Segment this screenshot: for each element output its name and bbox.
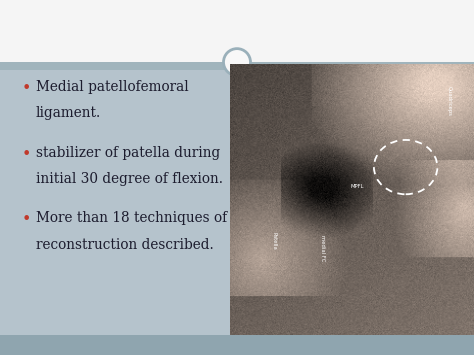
Text: •: • bbox=[21, 146, 31, 163]
Text: ligament.: ligament. bbox=[36, 106, 101, 120]
Text: •: • bbox=[21, 80, 31, 97]
FancyBboxPatch shape bbox=[0, 335, 474, 355]
Text: reconstruction described.: reconstruction described. bbox=[36, 238, 213, 252]
Ellipse shape bbox=[224, 49, 250, 76]
Text: ◄: ◄ bbox=[232, 325, 239, 334]
Text: MPFL: MPFL bbox=[350, 184, 364, 189]
FancyBboxPatch shape bbox=[0, 0, 474, 62]
Text: Quadriceps: Quadriceps bbox=[447, 86, 452, 116]
Text: initial 30 degree of flexion.: initial 30 degree of flexion. bbox=[36, 172, 223, 186]
Text: stabilizer of patella during: stabilizer of patella during bbox=[36, 146, 220, 159]
Text: Medial patellofemoral: Medial patellofemoral bbox=[36, 80, 188, 94]
Text: medial FC: medial FC bbox=[320, 235, 325, 262]
FancyBboxPatch shape bbox=[0, 62, 474, 70]
Text: •: • bbox=[21, 211, 31, 228]
Text: More than 18 techniques of: More than 18 techniques of bbox=[36, 211, 227, 225]
Text: Patella: Patella bbox=[271, 231, 276, 249]
